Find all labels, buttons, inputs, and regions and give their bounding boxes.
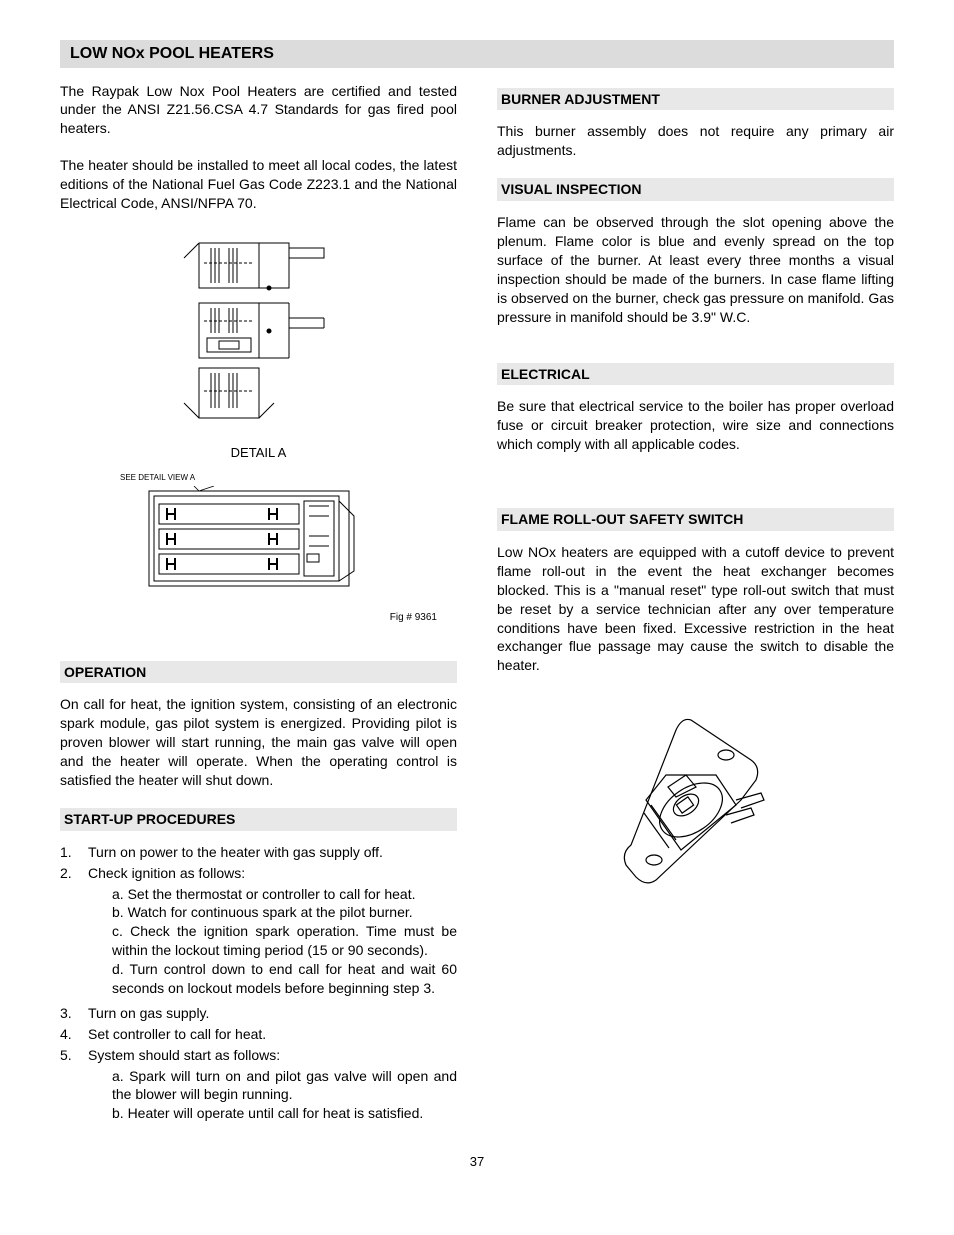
step-5-sublist: a. Spark will turn on and pilot gas valv…: [112, 1067, 457, 1124]
see-detail-label: SEE DETAIL VIEW A: [120, 473, 457, 484]
operation-paragraph: On call for heat, the ignition system, c…: [60, 695, 457, 789]
page-number: 37: [60, 1153, 894, 1171]
right-column: BURNER ADJUSTMENT This burner assembly d…: [497, 82, 894, 1124]
step-1: 1.Turn on power to the heater with gas s…: [60, 843, 457, 862]
assembly-svg: [139, 486, 379, 596]
switch-diagram: [497, 705, 894, 900]
step-2b: b. Watch for continuous spark at the pil…: [112, 903, 457, 922]
visual-paragraph: Flame can be observed through the slot o…: [497, 213, 894, 326]
step-2a: a. Set the thermostat or controller to c…: [112, 885, 457, 904]
step-4: 4.Set controller to call for heat.: [60, 1025, 457, 1044]
assembly-diagram: [60, 486, 457, 601]
step-3: 3.Turn on gas supply.: [60, 1004, 457, 1023]
visual-heading: VISUAL INSPECTION: [497, 178, 894, 201]
page-title: LOW NOx POOL HEATERS: [60, 40, 894, 68]
step-5: 5.System should start as follows:: [60, 1046, 457, 1065]
startup-heading: START-UP PROCEDURES: [60, 808, 457, 831]
content-columns: The Raypak Low Nox Pool Heaters are cert…: [60, 82, 894, 1124]
burner-paragraph: This burner assembly does not require an…: [497, 122, 894, 160]
operation-heading: OPERATION: [60, 661, 457, 684]
flame-paragraph: Low NOx heaters are equipped with a cuto…: [497, 543, 894, 675]
left-column: The Raypak Low Nox Pool Heaters are cert…: [60, 82, 457, 1124]
startup-list-cont: 3.Turn on gas supply. 4.Set controller t…: [60, 1004, 457, 1065]
electrical-heading: ELECTRICAL: [497, 363, 894, 386]
flame-heading: FLAME ROLL-OUT SAFETY SWITCH: [497, 508, 894, 531]
detail-a-label: DETAIL A: [60, 444, 457, 462]
burner-detail-svg: [169, 233, 349, 433]
rollout-switch-svg: [596, 705, 796, 895]
electrical-paragraph: Be sure that electrical service to the b…: [497, 397, 894, 454]
step-2: 2.Check ignition as follows:: [60, 864, 457, 883]
step-5b: b. Heater will operate until call for he…: [112, 1104, 457, 1123]
burner-heading: BURNER ADJUSTMENT: [497, 88, 894, 111]
intro-paragraph-2: The heater should be installed to meet a…: [60, 156, 457, 213]
step-5a: a. Spark will turn on and pilot gas valv…: [112, 1067, 457, 1105]
step-2d: d. Turn control down to end call for hea…: [112, 960, 457, 998]
intro-paragraph-1: The Raypak Low Nox Pool Heaters are cert…: [60, 82, 457, 139]
step-2c: c. Check the ignition spark operation. T…: [112, 922, 457, 960]
startup-list: 1.Turn on power to the heater with gas s…: [60, 843, 457, 883]
detail-a-diagram: DETAIL A: [60, 233, 457, 461]
step-2-sublist: a. Set the thermostat or controller to c…: [112, 885, 457, 998]
figure-number: Fig # 9361: [60, 611, 437, 625]
